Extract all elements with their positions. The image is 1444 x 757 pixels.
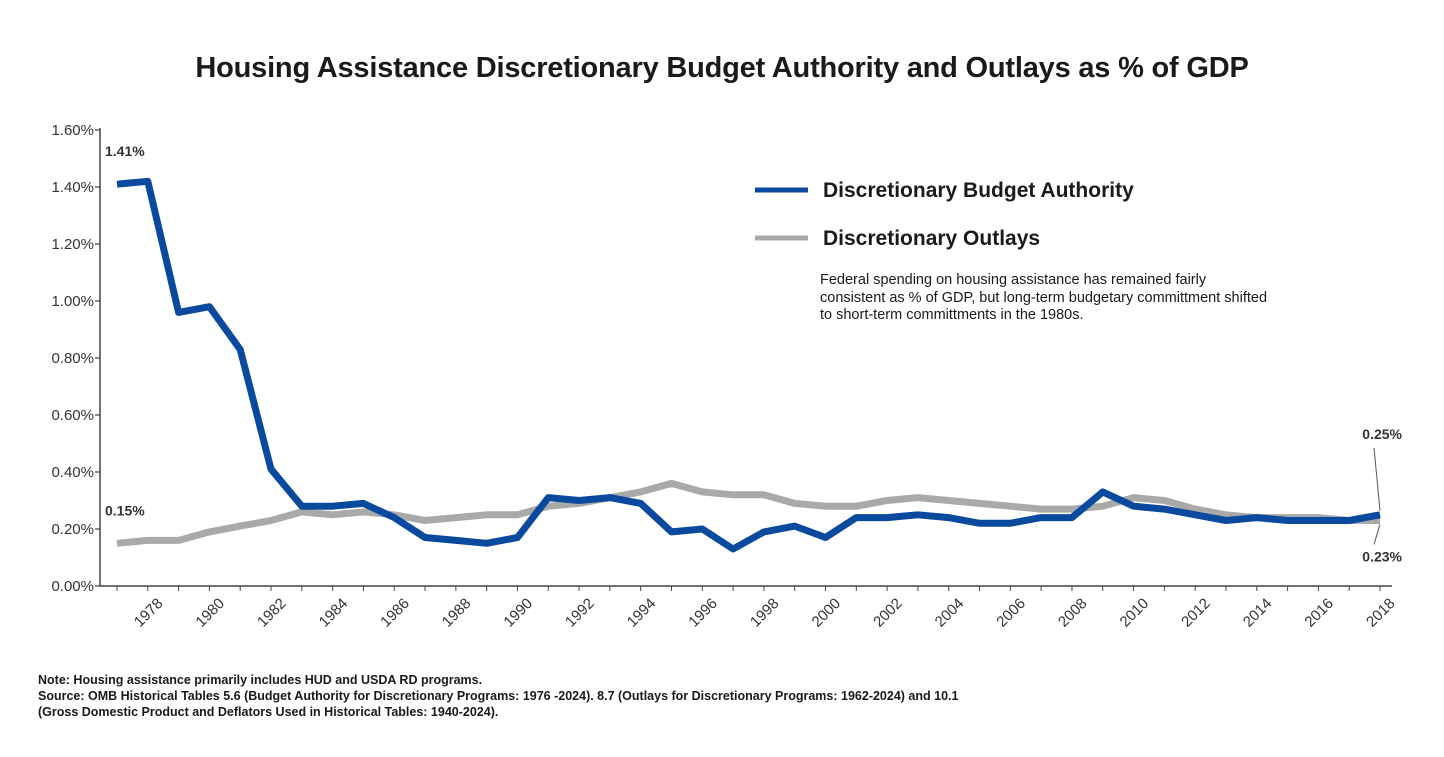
- x-tick-label: 1986: [377, 595, 413, 631]
- x-tick-label: 1998: [747, 595, 783, 631]
- y-tick-label: 0.20%: [51, 521, 94, 538]
- data-label: 0.23%: [1362, 548, 1402, 564]
- x-axis: 1978 1980 1982 1984 1986 1988 1990 1992 1994 1996…: [100, 585, 1399, 631]
- x-tick-label: 1994: [624, 595, 660, 631]
- x-tick-label: 1980: [192, 595, 228, 631]
- x-tick-label: 2010: [1117, 595, 1153, 631]
- y-tick-label: 0.00%: [51, 578, 94, 595]
- x-tick-label: 2004: [932, 595, 968, 631]
- y-tick-label: 0.60%: [51, 407, 94, 424]
- series-layer: [116, 177, 1381, 553]
- source-text-line-2: (Gross Domestic Product and Deflators Us…: [38, 705, 499, 719]
- x-tick-label: 2016: [1301, 595, 1337, 631]
- chart-title: Housing Assistance Discretionary Budget …: [195, 52, 1249, 84]
- y-tick-label: 0.80%: [51, 350, 94, 367]
- y-tick-label: 1.40%: [51, 179, 94, 196]
- data-label-leader: [1373, 447, 1381, 511]
- x-tick-label: 1982: [254, 595, 290, 631]
- chart-notes: Note: Housing assistance primarily inclu…: [38, 672, 1188, 720]
- y-tick-label: 0.40%: [51, 464, 94, 481]
- x-tick-label: 2018: [1363, 595, 1399, 631]
- data-label: 0.25%: [1362, 426, 1402, 442]
- legend-label-outlays: Discretionary Outlays: [823, 227, 1040, 250]
- y-tick-label: 1.00%: [51, 293, 94, 310]
- chart-annotation: Federal spending on housing assistance h…: [820, 272, 1268, 323]
- data-labels: 1.41% 0.15% 0.25% 0.23%: [105, 143, 1403, 564]
- x-tick-label: 1996: [685, 595, 721, 631]
- data-label-leader: [1373, 524, 1381, 545]
- series-line-budget-authority: [116, 177, 1381, 553]
- x-tick-label: 2012: [1178, 595, 1214, 631]
- legend-label-budget-authority: Discretionary Budget Authority: [823, 179, 1134, 202]
- series-line-outlays: [116, 479, 1380, 547]
- x-tick-label: 1978: [131, 595, 167, 631]
- y-tick-label: 1.20%: [51, 236, 94, 253]
- x-tick-label: 1984: [316, 595, 352, 631]
- x-tick-label: 2006: [993, 595, 1029, 631]
- x-tick-label: 2000: [809, 595, 845, 631]
- legend: Discretionary Budget Authority Discretion…: [755, 179, 1134, 250]
- y-axis: 0.00% 0.20% 0.40% 0.60% 0.80% 1.00% 1.20% 1.40%…: [51, 122, 101, 595]
- x-tick-label: 1992: [562, 595, 598, 631]
- x-tick-label: 1990: [500, 595, 536, 631]
- y-tick-label: 1.60%: [51, 122, 94, 139]
- x-tick-label: 1988: [439, 595, 475, 631]
- source-text-line-1: Source: OMB Historical Tables 5.6 (Budge…: [38, 689, 959, 703]
- x-tick-label: 2014: [1240, 595, 1276, 631]
- note-text: Note: Housing assistance primarily inclu…: [38, 673, 483, 687]
- x-tick-label: 2008: [1055, 595, 1091, 631]
- x-tick-label: 2002: [870, 595, 906, 631]
- data-label: 1.41%: [105, 143, 145, 159]
- data-label: 0.15%: [105, 502, 145, 518]
